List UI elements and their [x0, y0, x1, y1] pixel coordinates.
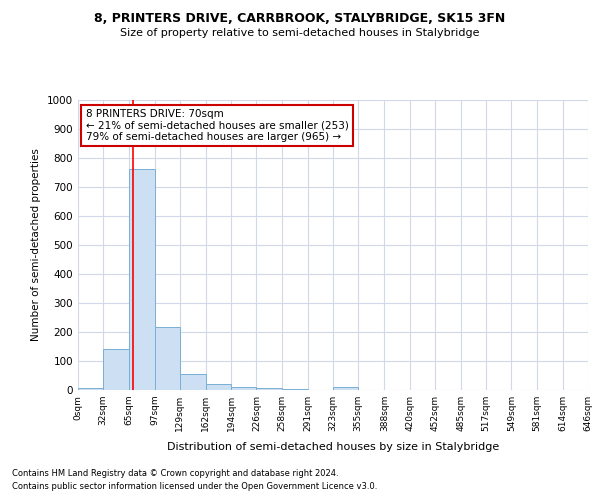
Text: Contains HM Land Registry data © Crown copyright and database right 2024.: Contains HM Land Registry data © Crown c… — [12, 468, 338, 477]
Y-axis label: Number of semi-detached properties: Number of semi-detached properties — [31, 148, 41, 342]
Bar — [155, 327, 180, 390]
Text: Contains public sector information licensed under the Open Government Licence v3: Contains public sector information licen… — [12, 482, 377, 491]
Bar — [206, 384, 231, 390]
Bar — [256, 388, 281, 390]
Bar — [78, 388, 103, 390]
Text: Size of property relative to semi-detached houses in Stalybridge: Size of property relative to semi-detach… — [120, 28, 480, 38]
Bar — [103, 348, 130, 390]
Text: 8, PRINTERS DRIVE, CARRBROOK, STALYBRIDGE, SK15 3FN: 8, PRINTERS DRIVE, CARRBROOK, STALYBRIDG… — [94, 12, 506, 26]
Bar — [231, 386, 256, 390]
Bar — [281, 389, 308, 390]
Bar — [333, 387, 358, 390]
Text: Distribution of semi-detached houses by size in Stalybridge: Distribution of semi-detached houses by … — [167, 442, 499, 452]
Text: 8 PRINTERS DRIVE: 70sqm
← 21% of semi-detached houses are smaller (253)
79% of s: 8 PRINTERS DRIVE: 70sqm ← 21% of semi-de… — [86, 108, 349, 142]
Bar — [130, 169, 155, 390]
Bar — [180, 374, 206, 390]
